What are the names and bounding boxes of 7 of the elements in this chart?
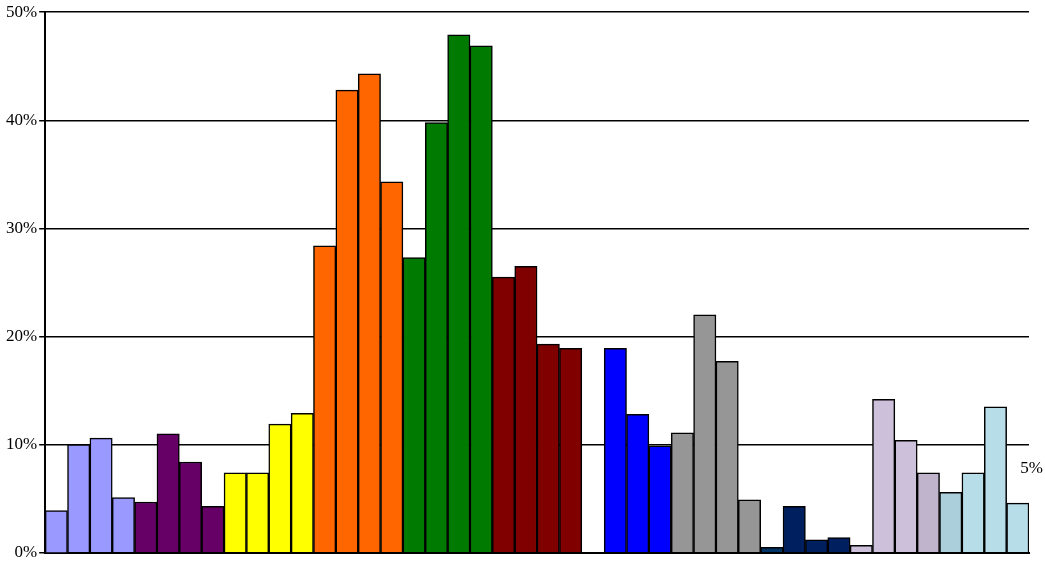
y-tick-label: 50% xyxy=(5,1,38,21)
y-tick-label: 10% xyxy=(5,434,38,454)
y-tick-label: 40% xyxy=(5,109,38,129)
annotation: 5% xyxy=(1020,458,1043,478)
y-tick-label: 20% xyxy=(5,326,38,346)
y-tick-label: 0% xyxy=(14,542,38,562)
y-tick-label: 30% xyxy=(5,217,38,237)
